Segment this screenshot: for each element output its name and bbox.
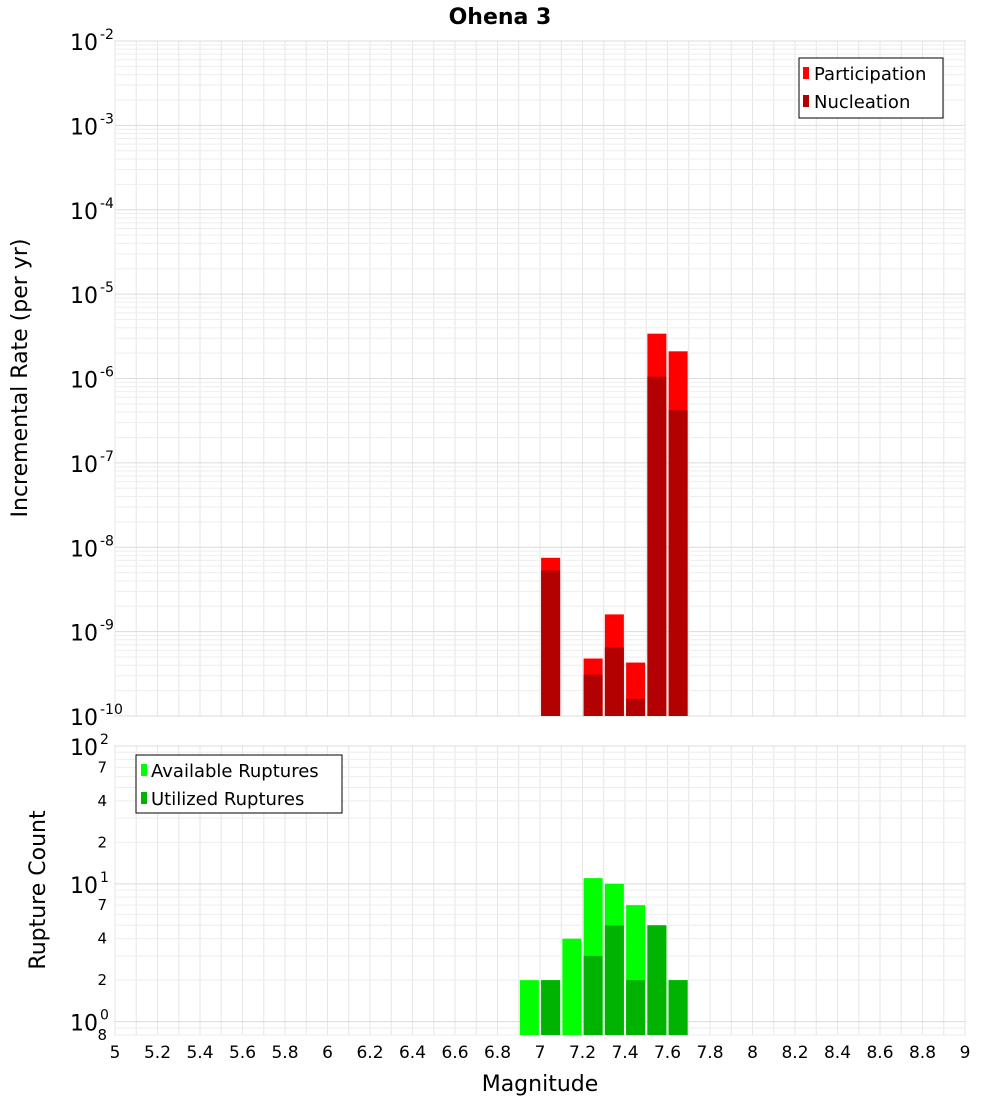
- x-tick-label: 6.6: [441, 1043, 468, 1063]
- y-tick-exponent: -2: [100, 27, 114, 43]
- chart-title: Ohena 3: [449, 5, 552, 30]
- y-tick-label: 10: [70, 453, 98, 478]
- x-tick-label: 6.2: [356, 1043, 383, 1063]
- x-tick-label: 7.4: [611, 1043, 638, 1063]
- y-tick-label: 10: [70, 622, 98, 647]
- y-tick-label: 10: [70, 1012, 98, 1037]
- bottom-bar-utilized-ruptures: [647, 925, 667, 1035]
- x-tick-label: 7.2: [569, 1043, 596, 1063]
- y-minor-tick-label: 7: [97, 896, 107, 914]
- bottom-bar-available-ruptures: [562, 938, 582, 1035]
- x-tick-label: 5.4: [186, 1043, 213, 1063]
- x-tick-label: 7: [535, 1043, 546, 1063]
- top-bar-nucleation: [541, 570, 561, 716]
- top-legend-box: [798, 57, 944, 119]
- y-tick-label: 10: [70, 284, 98, 309]
- y-tick-label: 10: [70, 874, 98, 899]
- x-tick-label: 5.8: [271, 1043, 298, 1063]
- y-minor-tick-label: 2: [97, 971, 107, 989]
- top-bar-nucleation: [604, 647, 624, 716]
- top-grid: [114, 40, 966, 717]
- legend-label-utilized: Utilized Ruptures: [151, 789, 304, 810]
- y-tick-exponent: -10: [100, 702, 123, 718]
- y-tick-exponent: -6: [100, 365, 114, 381]
- x-tick-label: 8.8: [909, 1043, 936, 1063]
- bottom-bars: [519, 878, 688, 1035]
- y-tick-exponent: -4: [100, 196, 114, 212]
- bottom-legend: Available Ruptures Utilized Ruptures: [135, 754, 343, 814]
- top-bar-nucleation: [583, 674, 603, 716]
- top-y-axis-label: Incremental Rate (per yr): [8, 239, 33, 518]
- x-tick-label: 6: [322, 1043, 333, 1063]
- bottom-bar-available-ruptures: [519, 980, 539, 1035]
- y-tick-exponent: -8: [100, 533, 114, 549]
- x-tick-label: 5: [110, 1043, 121, 1063]
- y-tick-label: 10: [70, 706, 98, 731]
- bottom-grid: [114, 745, 966, 1036]
- y-tick-exponent: 0: [100, 1008, 109, 1024]
- x-tick-label: 5.2: [144, 1043, 171, 1063]
- legend-swatch-utilized: [141, 792, 147, 804]
- y-tick-label: 10: [70, 115, 98, 140]
- y-minor-tick-label: 4: [97, 792, 107, 810]
- bottom-x-ticks: 5 5.2 5.4 5.6 5.8 6 6.2 6.4 6.6 6.8 7 7.2 7.4 7.6 7.8 8…: [110, 1043, 971, 1063]
- x-tick-label: 5.6: [229, 1043, 256, 1063]
- y-minor-tick-label: 4: [97, 930, 107, 948]
- x-tick-label: 8: [747, 1043, 758, 1063]
- top-bar-nucleation: [647, 376, 667, 716]
- x-tick-label: 7.6: [654, 1043, 681, 1063]
- y-minor-tick-label: 2: [97, 833, 107, 851]
- x-axis-label: Magnitude: [482, 1072, 599, 1097]
- x-tick-label: 8.6: [866, 1043, 893, 1063]
- y-tick-label: 10: [70, 369, 98, 394]
- y-tick-label: 10: [70, 200, 98, 225]
- y-minor-tick-label: 8: [97, 1026, 107, 1044]
- top-legend: Participation Nucleation: [798, 57, 944, 119]
- bottom-bar-utilized-ruptures: [583, 955, 603, 1035]
- bottom-legend-box: [135, 754, 343, 814]
- bottom-bar-utilized-ruptures: [668, 980, 688, 1035]
- legend-label-available: Available Ruptures: [151, 761, 319, 782]
- legend-swatch-available: [141, 764, 147, 776]
- x-tick-label: 7.8: [696, 1043, 723, 1063]
- bottom-bar-utilized-ruptures: [541, 980, 561, 1035]
- legend-label-participation: Participation: [814, 64, 926, 85]
- y-tick-exponent: -3: [100, 111, 114, 127]
- x-tick-label: 6.8: [484, 1043, 511, 1063]
- y-tick-label: 10: [70, 537, 98, 562]
- bottom-y-axis-label: Rupture Count: [26, 810, 51, 970]
- top-bars: [541, 333, 688, 716]
- legend-label-nucleation: Nucleation: [814, 92, 910, 113]
- top-bar-nucleation: [626, 698, 646, 716]
- legend-swatch-nucleation: [803, 95, 809, 107]
- y-tick-exponent: -7: [100, 449, 114, 465]
- y-tick-exponent: -5: [100, 280, 114, 296]
- y-minor-tick-label: 7: [97, 758, 107, 776]
- x-tick-label: 9: [960, 1043, 971, 1063]
- x-tick-label: 6.4: [399, 1043, 426, 1063]
- y-tick-exponent: -9: [100, 618, 114, 634]
- x-tick-label: 8.2: [781, 1043, 808, 1063]
- bottom-bar-utilized-ruptures: [626, 980, 646, 1035]
- x-tick-label: 8.4: [824, 1043, 851, 1063]
- legend-swatch-participation: [803, 67, 809, 79]
- bottom-bar-utilized-ruptures: [604, 925, 624, 1035]
- y-tick-exponent: 1: [100, 870, 109, 886]
- y-tick-label: 10: [70, 31, 98, 56]
- top-bar-nucleation: [668, 410, 688, 716]
- y-tick-exponent: 2: [100, 732, 109, 748]
- y-tick-label: 10: [70, 736, 98, 761]
